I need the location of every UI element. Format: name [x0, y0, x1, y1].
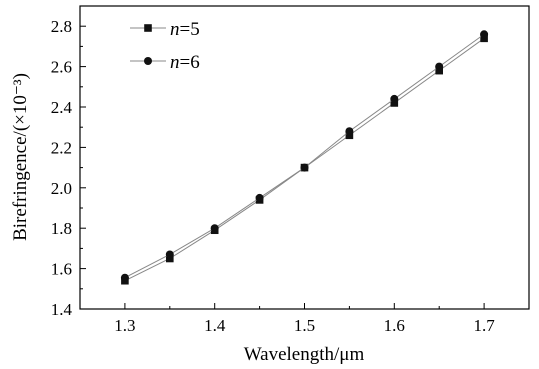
legend-label-1: n=5 — [170, 19, 200, 40]
series-2-point — [210, 224, 219, 233]
y-tick-label: 2.4 — [51, 98, 73, 117]
x-tick-label: 1.7 — [473, 316, 495, 335]
plot-frame — [79, 5, 530, 310]
series-line-1 — [124, 37, 485, 282]
y-tick-label: 1.4 — [51, 300, 73, 319]
y-tick-label: 1.8 — [51, 219, 72, 238]
y-tick-label: 1.6 — [51, 260, 72, 279]
series-1-point — [390, 99, 399, 107]
x-tick-label: 1.4 — [204, 316, 226, 335]
x-tick-label: 1.3 — [114, 316, 135, 335]
x-tick-label: 1.6 — [384, 316, 405, 335]
y-tick-label: 2.8 — [51, 17, 72, 36]
series-2-point — [120, 273, 129, 282]
x-tick-label: 1.5 — [294, 316, 315, 335]
legend-label-2: n=6 — [170, 52, 200, 73]
legend-var: n — [170, 52, 180, 73]
series-2-point — [165, 250, 174, 259]
y-axis-title: Birefringence/(×10⁻³) — [10, 73, 31, 241]
legend-marker-1 — [144, 24, 152, 32]
y-tick-label: 2.0 — [51, 179, 72, 198]
series-2-point — [255, 193, 264, 202]
series-1-point — [480, 34, 488, 43]
series-1-point — [345, 131, 354, 140]
series-2-point — [300, 163, 309, 172]
series-1-point — [435, 66, 443, 75]
series-2-point — [480, 30, 489, 39]
series-2-point — [435, 62, 444, 71]
legend-value: =6 — [180, 52, 200, 73]
series-2-point — [345, 127, 354, 136]
y-tick-label: 2.2 — [51, 138, 72, 157]
legend-var: n — [170, 19, 180, 40]
legend-marker-2 — [144, 57, 152, 65]
series-1-point — [166, 254, 174, 263]
legend-value: =5 — [180, 19, 200, 40]
series-2-point — [390, 94, 399, 103]
x-axis-title: Wavelength/μm — [244, 344, 365, 365]
y-tick-label: 2.6 — [51, 58, 72, 77]
